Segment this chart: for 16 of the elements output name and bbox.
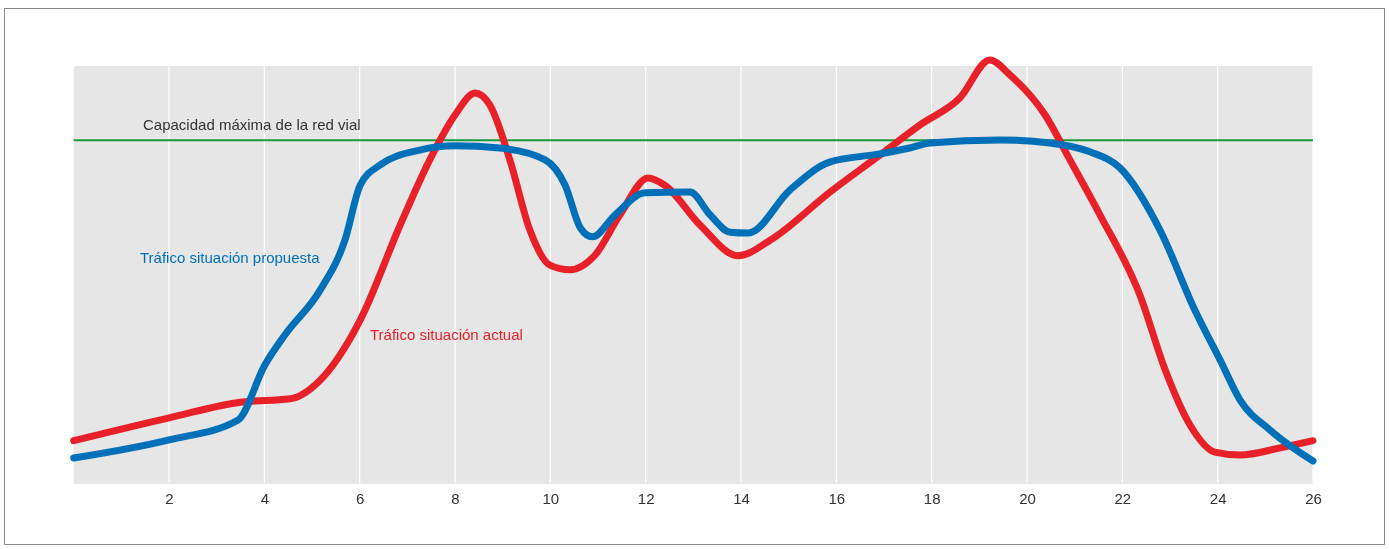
series-label: Tráfico situación actual <box>370 326 523 343</box>
x-tick-label: 8 <box>451 489 460 507</box>
x-tick-label: 12 <box>637 489 655 507</box>
x-tick-label: 26 <box>1305 489 1322 507</box>
x-tick-label: 18 <box>923 489 941 507</box>
x-tick-label: 14 <box>733 489 750 507</box>
x-tick-label: 4 <box>260 489 270 507</box>
series-label: Tráfico situación propuesta <box>140 249 321 266</box>
x-tick-label: 2 <box>165 489 174 507</box>
ref-line-label: Capacidad máxima de la red vial <box>143 116 361 134</box>
x-tick-label: 16 <box>828 489 846 507</box>
x-tick-label: 20 <box>1019 489 1036 507</box>
x-tick-label: 6 <box>356 489 365 507</box>
x-tick-label: 10 <box>542 489 560 507</box>
x-tick-label: 24 <box>1209 489 1227 507</box>
x-tick-label: 22 <box>1114 489 1132 507</box>
